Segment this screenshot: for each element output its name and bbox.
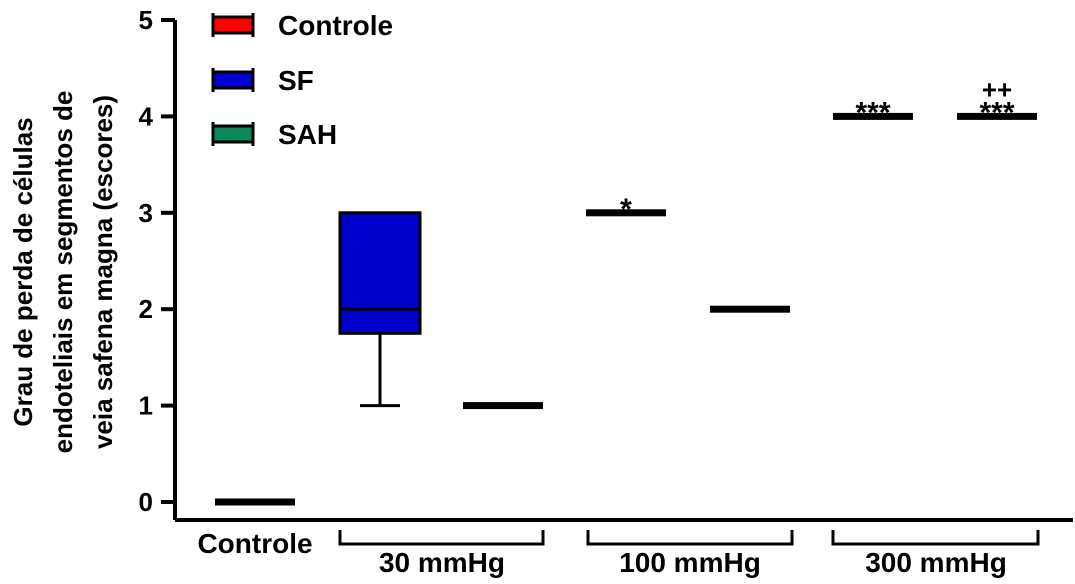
y-axis-label-line: veia safena magna (escores)	[88, 95, 118, 449]
legend-swatch-sf	[211, 70, 255, 90]
group-bracket	[831, 530, 1040, 546]
significance-marker: ++	[982, 74, 1012, 104]
box-collapsed-sah	[710, 305, 790, 313]
x-group-label: 300 mmHg	[865, 547, 1007, 578]
significance-marker: ***	[855, 96, 890, 129]
y-axis-label-line: endoteliais em segmentos de	[48, 91, 78, 454]
box-sf	[338, 211, 422, 335]
box-collapsed-sah	[957, 112, 1037, 120]
significance-marker: *	[620, 193, 632, 226]
group-bracket	[586, 530, 794, 546]
significance-marker: ***	[979, 96, 1014, 129]
y-tick-label: 4	[139, 101, 154, 131]
y-tick-label: 3	[139, 198, 153, 228]
y-tick-label: 1	[139, 391, 153, 421]
y-axis-label-line: Grau de perda de células	[8, 117, 38, 426]
box-collapsed-sf	[833, 112, 913, 120]
box-collapsed-controle	[215, 498, 295, 506]
x-group-label: Controle	[197, 528, 312, 559]
box-collapsed-sf	[586, 209, 666, 217]
y-tick-label: 2	[139, 294, 153, 324]
box-collapsed-sah	[463, 402, 543, 410]
y-tick-label: 0	[139, 487, 153, 517]
legend-label: Controle	[278, 10, 393, 41]
legend-label: SF	[278, 65, 314, 96]
y-tick-label: 5	[139, 5, 153, 35]
legend-swatch-controle	[211, 15, 255, 35]
legend-swatch-sah	[211, 124, 255, 144]
x-group-label: 100 mmHg	[619, 547, 761, 578]
group-bracket	[338, 530, 545, 546]
x-group-label: 30 mmHg	[379, 547, 505, 578]
legend-label: SAH	[278, 119, 337, 150]
